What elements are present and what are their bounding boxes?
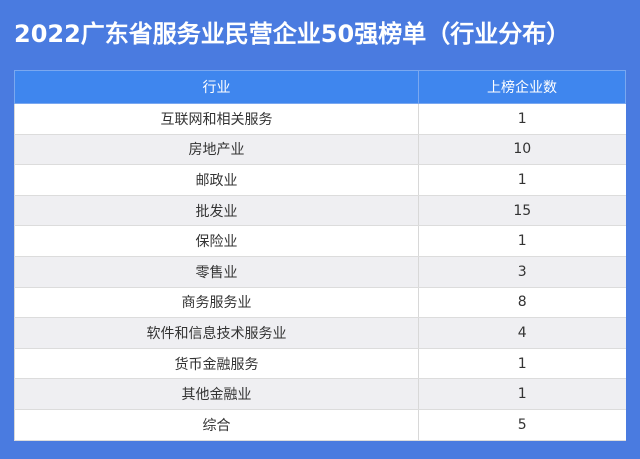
count-cell: 15 [418,195,626,227]
industry-cell: 商务服务业 [14,287,419,319]
count-cell: 1 [418,225,626,257]
table-row: 货币金融服务 1 [14,348,626,380]
table-row: 商务服务业 8 [14,287,626,319]
header-count: 上榜企业数 [418,70,626,104]
count-cell: 1 [418,103,626,135]
table-row: 软件和信息技术服务业 4 [14,317,626,349]
page-title: 2022广东省服务业民营企业50强榜单（行业分布） [14,20,571,48]
industry-table: 行业 上榜企业数 互联网和相关服务 1 房地产业 10 邮政业 1 批发业 15 保险业 1 零售业… [14,70,626,441]
count-cell: 1 [418,348,626,380]
table-row: 综合 5 [14,409,626,441]
industry-cell: 货币金融服务 [14,348,419,380]
table-header-row: 行业 上榜企业数 [14,70,626,104]
count-cell: 1 [418,378,626,410]
table-row: 保险业 1 [14,225,626,257]
table-row: 房地产业 10 [14,134,626,166]
table-row: 互联网和相关服务 1 [14,103,626,135]
count-cell: 5 [418,409,626,441]
count-cell: 4 [418,317,626,349]
industry-cell: 房地产业 [14,134,419,166]
count-cell: 3 [418,256,626,288]
industry-cell: 综合 [14,409,419,441]
industry-cell: 邮政业 [14,164,419,196]
table-row: 邮政业 1 [14,164,626,196]
industry-cell: 其他金融业 [14,378,419,410]
table-row: 零售业 3 [14,256,626,288]
industry-cell: 保险业 [14,225,419,257]
industry-cell: 互联网和相关服务 [14,103,419,135]
industry-cell: 零售业 [14,256,419,288]
table-row: 其他金融业 1 [14,378,626,410]
count-cell: 10 [418,134,626,166]
count-cell: 1 [418,164,626,196]
table-row: 批发业 15 [14,195,626,227]
count-cell: 8 [418,287,626,319]
header-industry: 行业 [14,70,419,104]
industry-cell: 软件和信息技术服务业 [14,317,419,349]
industry-cell: 批发业 [14,195,419,227]
